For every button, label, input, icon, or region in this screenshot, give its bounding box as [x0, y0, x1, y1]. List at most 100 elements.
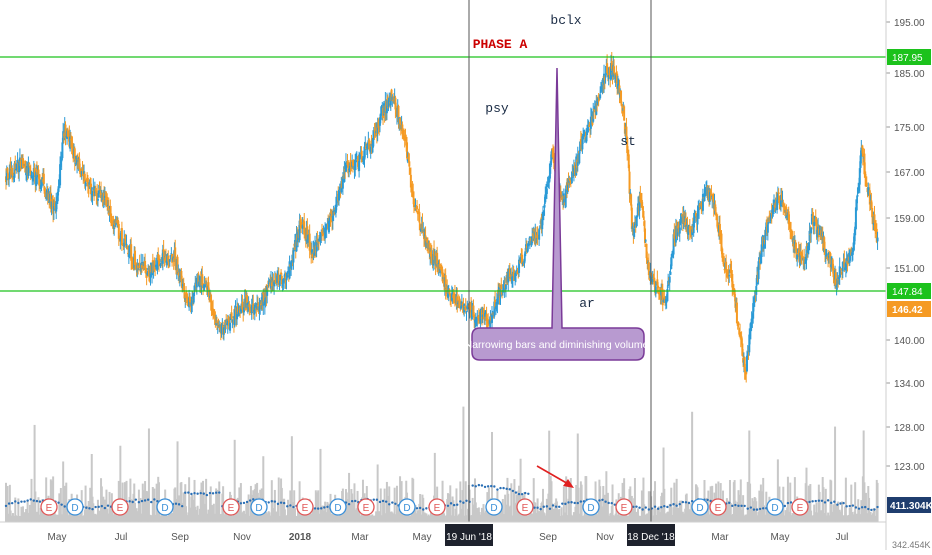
volume-ma-dot — [533, 506, 536, 509]
volume-ma-dot — [477, 483, 481, 487]
candle-body — [620, 90, 623, 104]
volume-ma-dot — [91, 507, 94, 511]
candle-body — [413, 208, 416, 210]
candle-body — [416, 211, 419, 215]
candle-body — [279, 274, 282, 281]
volume-bar — [860, 500, 863, 522]
candle-body — [863, 153, 866, 175]
volume-bar — [600, 506, 603, 522]
volume-bar — [569, 478, 572, 522]
volume-ma-dot — [103, 506, 107, 510]
candle-body — [616, 73, 619, 89]
candle-body — [307, 235, 310, 243]
candle-body — [213, 312, 216, 317]
volume-ma-dot — [511, 489, 515, 493]
volume-bar — [640, 490, 643, 522]
volume-ma-dot — [38, 500, 42, 503]
candle-body — [494, 306, 497, 310]
volume-bar — [205, 478, 208, 522]
candle-body — [668, 276, 671, 283]
candle-body — [704, 191, 707, 193]
candle-body — [106, 205, 109, 207]
candle-body — [451, 291, 454, 297]
volume-ma-dot — [378, 500, 382, 504]
candle-body — [378, 118, 381, 126]
event-label: D — [255, 503, 262, 514]
candle-body — [156, 254, 159, 270]
candle-body — [145, 272, 148, 278]
candle-body — [157, 261, 160, 266]
candle-body — [182, 286, 185, 290]
candle-body — [318, 236, 321, 242]
volume-ma-dot — [737, 504, 740, 508]
volume-bar — [103, 499, 106, 522]
candle-body — [188, 297, 191, 308]
candle-body — [836, 278, 839, 286]
candle-body — [147, 270, 150, 277]
volume-ma-dot — [867, 507, 870, 511]
volume-bar — [309, 505, 312, 522]
x-tick-label: May — [771, 532, 790, 543]
candle-body — [799, 252, 802, 265]
volume-ma-dot — [134, 498, 138, 501]
candle-body — [22, 165, 25, 167]
candle-body — [201, 274, 204, 286]
candle-body — [599, 94, 602, 99]
volume-bar — [738, 494, 741, 522]
volume-ma-dot — [391, 501, 394, 504]
volume-ma-dot — [752, 508, 756, 511]
volume-bar — [209, 486, 212, 522]
candle-body — [583, 132, 586, 137]
candle-body — [867, 187, 870, 195]
candle-body — [349, 159, 352, 166]
candle-body — [825, 253, 828, 258]
candle-body — [868, 188, 871, 191]
candle-body — [252, 303, 255, 313]
volume-ma-dot — [242, 501, 246, 505]
candle-body — [480, 310, 483, 320]
candle-body — [298, 220, 301, 241]
volume-ma-dot — [499, 486, 502, 490]
candle-body — [379, 113, 382, 120]
candle-body — [317, 243, 320, 245]
candle-body — [538, 226, 541, 228]
candle-body — [730, 270, 733, 274]
candle-body — [260, 297, 263, 302]
candle-body — [789, 226, 792, 233]
candle-body — [397, 105, 400, 123]
candle-body — [168, 259, 171, 262]
candle-body — [35, 168, 38, 175]
candle-body — [861, 146, 864, 148]
volume-bar — [246, 502, 249, 522]
candle-body — [610, 60, 613, 69]
annotation-label: ar — [579, 296, 595, 311]
candle-body — [644, 240, 647, 242]
volume-bar — [184, 484, 187, 522]
volume-bar — [293, 508, 296, 522]
volume-ma-dot — [517, 492, 521, 496]
candle-body — [158, 262, 161, 264]
volume-ma-dot — [384, 500, 388, 503]
candle-body — [788, 222, 791, 229]
candle-body — [489, 318, 492, 324]
volume-ma-dot — [567, 501, 570, 504]
candle-body — [130, 244, 133, 261]
candle-body — [841, 272, 844, 275]
volume-ma-dot — [579, 500, 583, 503]
candle-body — [355, 158, 358, 160]
candle-body — [752, 303, 755, 319]
candle-body — [548, 175, 551, 183]
volume-ma-dot — [672, 503, 675, 506]
candle-body — [170, 253, 173, 255]
volume-ma-dot — [273, 500, 277, 503]
candle-body — [306, 226, 309, 240]
candle-body — [93, 190, 96, 197]
volume-ma-dot — [826, 499, 830, 502]
candle-body — [409, 174, 412, 188]
volume-bar — [34, 491, 37, 522]
candle-body — [428, 242, 431, 254]
candle-body — [161, 249, 164, 264]
candle-body — [831, 259, 834, 271]
candle-body — [18, 162, 21, 173]
